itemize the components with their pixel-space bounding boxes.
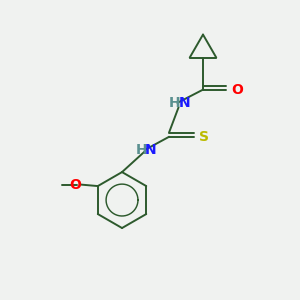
Text: H: H — [169, 96, 181, 110]
Text: N: N — [178, 96, 190, 110]
Text: H: H — [135, 143, 147, 157]
Text: S: S — [199, 130, 208, 144]
Text: O: O — [69, 178, 81, 192]
Text: N: N — [145, 143, 156, 157]
Text: O: O — [231, 82, 243, 97]
